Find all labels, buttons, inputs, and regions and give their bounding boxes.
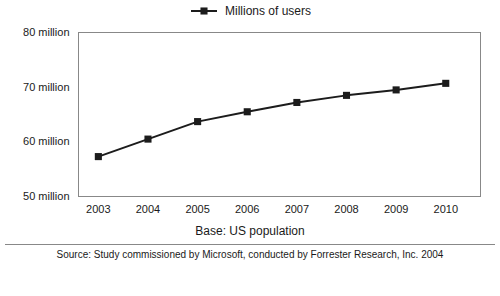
html-text:Source: Study commissioned by: Source: Study commissioned by Microsoft,… (56, 249, 444, 260)
svg-text:2010: 2010 (434, 203, 458, 215)
svg-text:80 million: 80 million (23, 26, 69, 38)
svg-text:70 million: 70 million (23, 81, 69, 93)
svg-text:2003: 2003 (86, 203, 110, 215)
svg-text:2008: 2008 (334, 203, 358, 215)
svg-text:2006: 2006 (235, 203, 259, 215)
html-text:Base: US population: Base: US population (195, 224, 305, 238)
html-text:Millions of users: Millions of users (225, 4, 311, 18)
svg-text:2007: 2007 (285, 203, 309, 215)
svg-text:60 million: 60 million (23, 135, 69, 147)
svg-text:2009: 2009 (384, 203, 408, 215)
svg-text:2005: 2005 (185, 203, 209, 215)
svg-text:50 million: 50 million (23, 190, 69, 202)
svg-text:2004: 2004 (136, 203, 160, 215)
